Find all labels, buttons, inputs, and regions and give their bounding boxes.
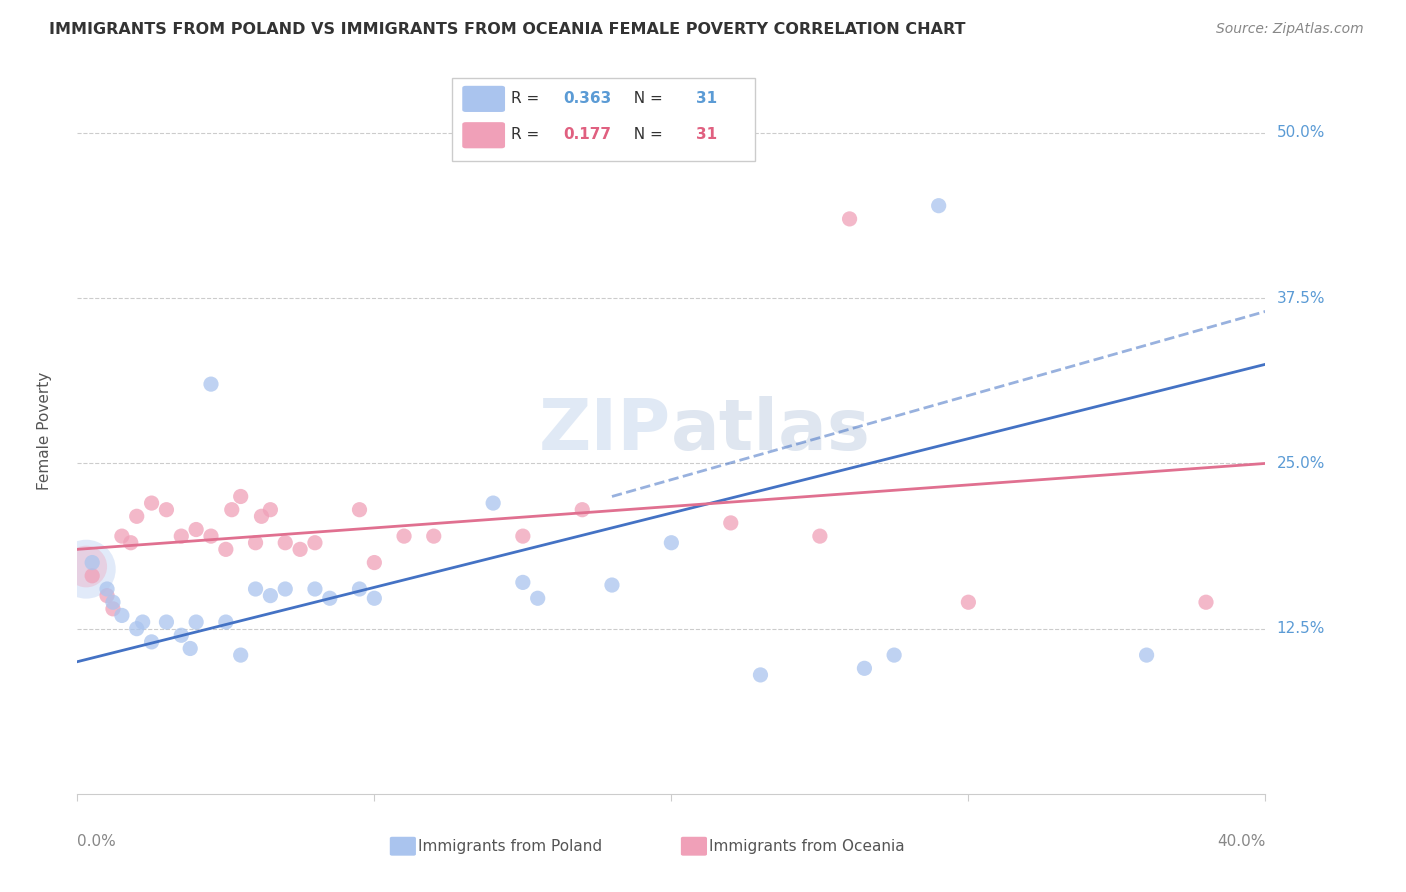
FancyBboxPatch shape	[451, 78, 755, 161]
FancyBboxPatch shape	[389, 837, 416, 855]
Point	[928, 199, 950, 213]
Point	[245, 582, 267, 596]
Point	[363, 556, 385, 570]
Point	[101, 595, 124, 609]
Text: 40.0%: 40.0%	[1218, 834, 1265, 849]
FancyBboxPatch shape	[463, 86, 505, 112]
Text: R =: R =	[510, 91, 544, 105]
Point	[571, 502, 593, 516]
Point	[82, 569, 104, 583]
Text: IMMIGRANTS FROM POLAND VS IMMIGRANTS FROM OCEANIA FEMALE POVERTY CORRELATION CHA: IMMIGRANTS FROM POLAND VS IMMIGRANTS FRO…	[49, 22, 966, 37]
Point	[229, 490, 252, 504]
FancyBboxPatch shape	[463, 122, 505, 148]
Point	[215, 542, 238, 557]
Point	[259, 502, 281, 516]
Point	[179, 641, 201, 656]
Point	[215, 615, 238, 629]
Point	[200, 377, 222, 392]
Point	[392, 529, 415, 543]
Point	[186, 615, 208, 629]
Point	[111, 608, 134, 623]
Point	[349, 582, 371, 596]
Text: 0.177: 0.177	[564, 127, 612, 142]
Point	[1195, 595, 1218, 609]
Text: Immigrants from Poland: Immigrants from Poland	[419, 838, 602, 854]
Point	[319, 591, 342, 606]
Point	[170, 529, 193, 543]
Text: 31: 31	[696, 127, 717, 142]
Point	[957, 595, 980, 609]
Text: 0.0%: 0.0%	[77, 834, 117, 849]
Text: R =: R =	[510, 127, 544, 142]
Point	[75, 562, 97, 576]
Point	[200, 529, 222, 543]
Point	[82, 556, 104, 570]
Point	[720, 516, 742, 530]
Text: atlas: atlas	[672, 396, 872, 465]
Point	[749, 668, 772, 682]
Point	[422, 529, 444, 543]
Point	[141, 635, 163, 649]
Point	[304, 535, 326, 549]
Point	[111, 529, 134, 543]
Text: 12.5%: 12.5%	[1277, 621, 1324, 636]
Text: Immigrants from Oceania: Immigrants from Oceania	[710, 838, 905, 854]
Point	[526, 591, 548, 606]
Point	[853, 661, 876, 675]
Point	[838, 211, 860, 226]
Point	[288, 542, 311, 557]
Point	[661, 535, 683, 549]
Point	[120, 535, 142, 549]
Point	[274, 535, 297, 549]
Point	[155, 502, 177, 516]
Point	[186, 523, 208, 537]
Text: Source: ZipAtlas.com: Source: ZipAtlas.com	[1216, 22, 1364, 37]
Point	[170, 628, 193, 642]
Point	[808, 529, 831, 543]
Point	[131, 615, 153, 629]
Point	[96, 582, 118, 596]
Point	[245, 535, 267, 549]
Point	[75, 559, 97, 574]
Text: 25.0%: 25.0%	[1277, 456, 1324, 471]
Point	[274, 582, 297, 596]
Point	[304, 582, 326, 596]
Point	[482, 496, 505, 510]
Point	[363, 591, 385, 606]
Text: 31: 31	[696, 91, 717, 105]
Point	[125, 622, 148, 636]
Point	[349, 502, 371, 516]
Text: ZIP: ZIP	[538, 396, 672, 465]
Point	[512, 575, 534, 590]
Point	[155, 615, 177, 629]
Point	[512, 529, 534, 543]
Text: N =: N =	[624, 127, 668, 142]
FancyBboxPatch shape	[681, 837, 707, 855]
Point	[229, 648, 252, 662]
Point	[1135, 648, 1157, 662]
Point	[125, 509, 148, 524]
Point	[250, 509, 273, 524]
Text: 37.5%: 37.5%	[1277, 291, 1324, 306]
Point	[883, 648, 905, 662]
Text: N =: N =	[624, 91, 668, 105]
Text: 0.363: 0.363	[564, 91, 612, 105]
Point	[141, 496, 163, 510]
Text: 50.0%: 50.0%	[1277, 126, 1324, 140]
Point	[101, 602, 124, 616]
Point	[600, 578, 623, 592]
Text: Female Poverty: Female Poverty	[37, 371, 52, 490]
Point	[259, 589, 281, 603]
Point	[221, 502, 243, 516]
Point	[96, 589, 118, 603]
